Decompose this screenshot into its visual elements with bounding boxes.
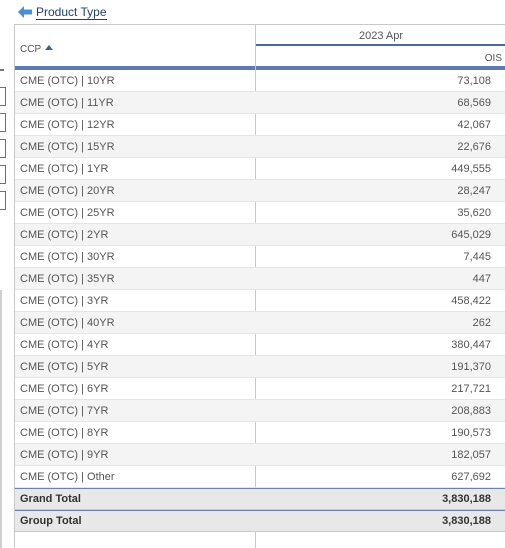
back-to-product-type-link[interactable]: Product Type	[18, 3, 107, 21]
row-value: 68,569	[457, 96, 491, 109]
back-link-label: Product Type	[36, 4, 107, 20]
left-panel-control[interactable]	[0, 165, 6, 184]
row-label[interactable]: CME (OTC) | 12YR	[20, 118, 115, 131]
grand-total-label: Grand Total	[20, 493, 81, 505]
row-value: 28,247	[457, 184, 491, 197]
period-column-header: 2023 Apr	[358, 30, 404, 42]
group-total-value: 3,830,188	[442, 515, 491, 527]
table-row: CME (OTC) | 10YR 73,108	[15, 70, 505, 92]
row-label[interactable]: CME (OTC) | 40YR	[20, 316, 115, 329]
row-value: 191,370	[451, 360, 491, 373]
row-label[interactable]: CME (OTC) | 6YR	[20, 382, 109, 395]
table-row: CME (OTC) | 4YR 380,447	[15, 334, 505, 356]
table-row: CME (OTC) | 40YR 262	[15, 312, 505, 334]
table-row: CME (OTC) | Other 627,692	[15, 466, 505, 488]
row-label[interactable]: CME (OTC) | 3YR	[20, 294, 109, 307]
table-row: CME (OTC) | 35YR 447	[15, 268, 505, 290]
left-panel-control[interactable]	[0, 87, 6, 106]
table-body: CME (OTC) | 10YR 73,108 CME (OTC) | 11YR 68…	[15, 70, 505, 488]
measure-column-header: OIS	[484, 53, 502, 64]
row-value: 449,555	[451, 162, 491, 175]
left-panel-control[interactable]	[0, 113, 6, 132]
row-value: 182,057	[451, 448, 491, 461]
row-label[interactable]: CME (OTC) | 20YR	[20, 184, 115, 197]
row-value: 73,108	[457, 74, 491, 87]
row-label[interactable]: CME (OTC) | 11YR	[20, 96, 114, 109]
row-value: 458,422	[451, 294, 491, 307]
row-label[interactable]: CME (OTC) | Other	[20, 470, 115, 483]
header-divider	[15, 66, 505, 70]
table-row: CME (OTC) | 15YR 22,676	[15, 136, 505, 158]
table-header: CCP 2023 Apr OIS	[15, 24, 505, 71]
group-total-row: Group Total 3,830,188	[15, 510, 505, 532]
table-row: CME (OTC) | 7YR 208,883	[15, 400, 505, 422]
left-panel-tick	[0, 69, 4, 71]
table-row: CME (OTC) | 11YR 68,569	[15, 92, 505, 114]
table-row: CME (OTC) | 5YR 191,370	[15, 356, 505, 378]
row-label[interactable]: CME (OTC) | 15YR	[20, 140, 115, 153]
row-value: 380,447	[451, 338, 491, 351]
table-row: CME (OTC) | 20YR 28,247	[15, 180, 505, 202]
row-label[interactable]: CME (OTC) | 35YR	[20, 272, 115, 285]
row-value: 7,445	[463, 250, 491, 263]
row-label[interactable]: CME (OTC) | 9YR	[20, 448, 109, 461]
ccp-column-header[interactable]: CCP	[20, 44, 54, 55]
row-label[interactable]: CME (OTC) | 10YR	[20, 74, 115, 87]
table-row: CME (OTC) | 2YR 645,029	[15, 224, 505, 246]
back-arrow-icon	[18, 6, 32, 18]
row-value: 208,883	[451, 404, 491, 417]
table-row: CME (OTC) | 3YR 458,422	[15, 290, 505, 312]
group-total-label: Group Total	[20, 515, 82, 527]
row-label[interactable]: CME (OTC) | 4YR	[20, 338, 109, 351]
row-label[interactable]: CME (OTC) | 25YR	[20, 206, 115, 219]
row-value: 35,620	[457, 206, 491, 219]
row-value: 22,676	[457, 140, 491, 153]
table-row: CME (OTC) | 25YR 35,620	[15, 202, 505, 224]
row-value: 217,721	[451, 382, 491, 395]
row-value: 262	[472, 316, 491, 329]
period-header-underline	[256, 44, 505, 46]
row-label[interactable]: CME (OTC) | 7YR	[20, 404, 109, 417]
grand-total-value: 3,830,188	[442, 493, 491, 505]
left-panel-divider	[0, 290, 2, 548]
grand-total-row: Grand Total 3,830,188	[15, 488, 505, 510]
row-value: 190,573	[451, 426, 491, 439]
table-row: CME (OTC) | 6YR 217,721	[15, 378, 505, 400]
table-row: CME (OTC) | 1YR 449,555	[15, 158, 505, 180]
table-row: CME (OTC) | 30YR 7,445	[15, 246, 505, 268]
row-label[interactable]: CME (OTC) | 2YR	[20, 228, 109, 241]
row-label[interactable]: CME (OTC) | 5YR	[20, 360, 109, 373]
row-value: 645,029	[451, 228, 491, 241]
row-label[interactable]: CME (OTC) | 8YR	[20, 426, 109, 439]
pivot-table: CCP 2023 Apr OIS CME (OTC) | 10YR 73,108 C…	[14, 24, 505, 548]
row-value: 447	[472, 272, 491, 285]
row-label[interactable]: CME (OTC) | 30YR	[20, 250, 115, 263]
row-label[interactable]: CME (OTC) | 1YR	[20, 162, 109, 175]
table-totals: Grand Total 3,830,188 Group Total 3,830,…	[15, 488, 505, 532]
ccp-header-label: CCP	[20, 44, 42, 55]
table-row: CME (OTC) | 8YR 190,573	[15, 422, 505, 444]
left-panel-control[interactable]	[0, 139, 6, 158]
left-panel-control[interactable]	[0, 191, 6, 210]
sort-ascending-icon	[45, 45, 54, 50]
table-row: CME (OTC) | 12YR 42,067	[15, 114, 505, 136]
row-value: 42,067	[457, 118, 491, 131]
row-value: 627,692	[451, 470, 491, 483]
table-row: CME (OTC) | 9YR 182,057	[15, 444, 505, 466]
